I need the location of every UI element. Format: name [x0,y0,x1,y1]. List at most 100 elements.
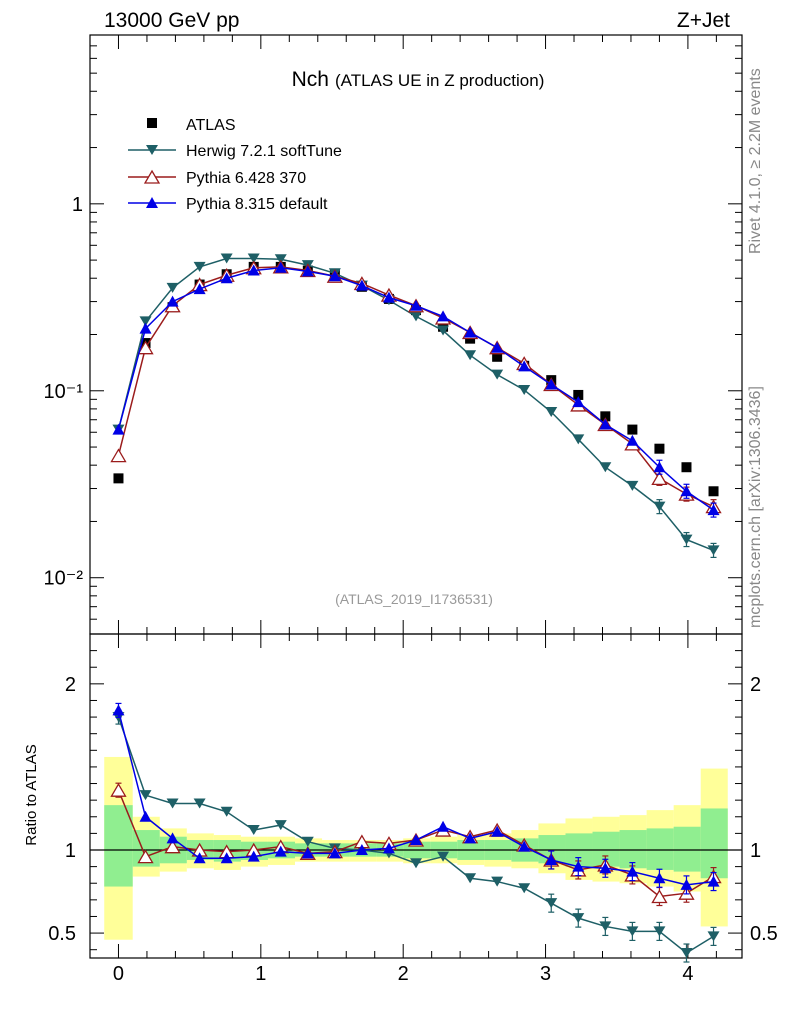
ratio-ylabel: Ratio to ATLAS [23,744,40,845]
mcplots-label: mcplots.cern.ch [arXiv:1306.3436] [747,386,764,628]
title-main: Nch [292,68,329,91]
ratio-point [382,842,395,854]
ratio-point [274,820,287,831]
ratio-point [137,849,154,864]
legend-entry-herwig: Herwig 7.2.1 softTune [128,143,342,160]
main-title: Nch (ATLAS UE in Z production) [292,68,545,91]
ratio-point [653,872,666,884]
ratio-plot: 0.5 1 2 0.5 1 2 0 1 2 3 4 [48,633,778,985]
upper-point [166,295,179,307]
upper-point [651,471,668,486]
ratio-point [599,862,612,874]
ratio-xtick-label: 0 [113,963,124,985]
upper-point [680,485,693,497]
upper-point [410,311,422,322]
legend-marker-herwig [146,145,158,155]
upper-point [599,462,612,473]
band-inner-bin [619,830,647,869]
legend-marker-pythia6 [143,169,161,184]
ratio-point [518,883,531,894]
ratio-point [437,820,450,832]
upper-point [491,341,504,353]
upper-point [166,282,179,293]
ratio-point [355,844,368,855]
upper-point [707,504,720,516]
ratio-point [626,926,639,937]
ratio-point [301,836,314,847]
upper-point [382,291,395,303]
ratio-point [651,889,668,904]
rivet-label: Rivet 4.1.0, ≥ 2.2M events [747,68,764,254]
upper-point [681,462,692,473]
upper-point [545,378,558,390]
upper-point [220,272,233,284]
upper-point [274,261,287,273]
header-energy: 13000 GeV pp [104,9,239,32]
upper-point [139,316,152,327]
upper-point [680,534,693,545]
upper-ytick-label: 10⁻¹ [44,381,84,403]
legend-entry-atlas: ATLAS [147,117,236,134]
upper-point [139,322,152,334]
band-inner-bin [104,805,133,887]
ratio-point [680,878,693,890]
upper-point [193,283,206,295]
ratio-series-2 [112,702,720,895]
legend-label-atlas: ATLAS [186,117,236,134]
upper-point [193,261,206,272]
ratio-point [193,852,206,864]
ratio-point [707,875,720,887]
header-process: Z+Jet [677,9,730,32]
legend-entry-pythia8: Pythia 8.315 default [128,196,328,213]
ratio-point [110,782,127,797]
ratio-point [464,832,477,844]
upper-point [437,325,450,336]
ratio-xtick-label: 1 [255,963,266,985]
upper-series-3 [112,261,720,518]
ratio-point [491,876,504,887]
analysis-watermark: (ATLAS_2019_I1736531) [335,591,493,607]
upper-point [653,501,666,512]
upper-point [572,396,585,408]
upper-point [491,369,504,380]
upper-point [572,434,585,445]
upper-point [653,461,666,473]
ratio-point [680,948,693,959]
upper-point [599,418,612,430]
ratio-point [247,850,260,862]
upper-point [518,384,531,395]
legend-label-herwig: Herwig 7.2.1 softTune [186,143,342,160]
band-inner-bin [700,808,728,879]
ratio-point [166,832,179,844]
ratio-ytick-label-right: 2 [750,674,761,696]
ratio-ytick-label-left: 2 [65,674,76,696]
ratio-point [653,926,666,937]
upper-point [627,424,638,435]
upper-point [464,350,477,361]
upper-point [573,389,584,400]
upper-point [654,443,665,454]
ratio-xtick-label: 2 [398,963,409,985]
upper-point [708,486,719,497]
ratio-point [464,873,477,884]
ratio-point [112,704,125,716]
ratio-point [410,834,422,846]
upper-point [707,545,720,556]
ratio-point [193,798,206,809]
upper-point [247,253,260,264]
ratio-point [707,931,720,942]
upper-point [437,310,450,322]
upper-point [112,423,125,435]
upper-point [492,351,503,362]
upper-ytick-label: 10⁻² [44,568,84,590]
ratio-point [328,847,341,859]
upper-ytick-label: 1 [72,194,83,216]
legend-entry-pythia6: Pythia 6.428 370 [128,169,306,187]
upper-point [626,434,639,446]
upper-point [355,279,368,291]
upper-point [301,265,314,277]
ratio-ytick-label-right: 0.5 [750,923,778,945]
lower-frame [89,633,743,959]
upper-point [545,406,558,417]
